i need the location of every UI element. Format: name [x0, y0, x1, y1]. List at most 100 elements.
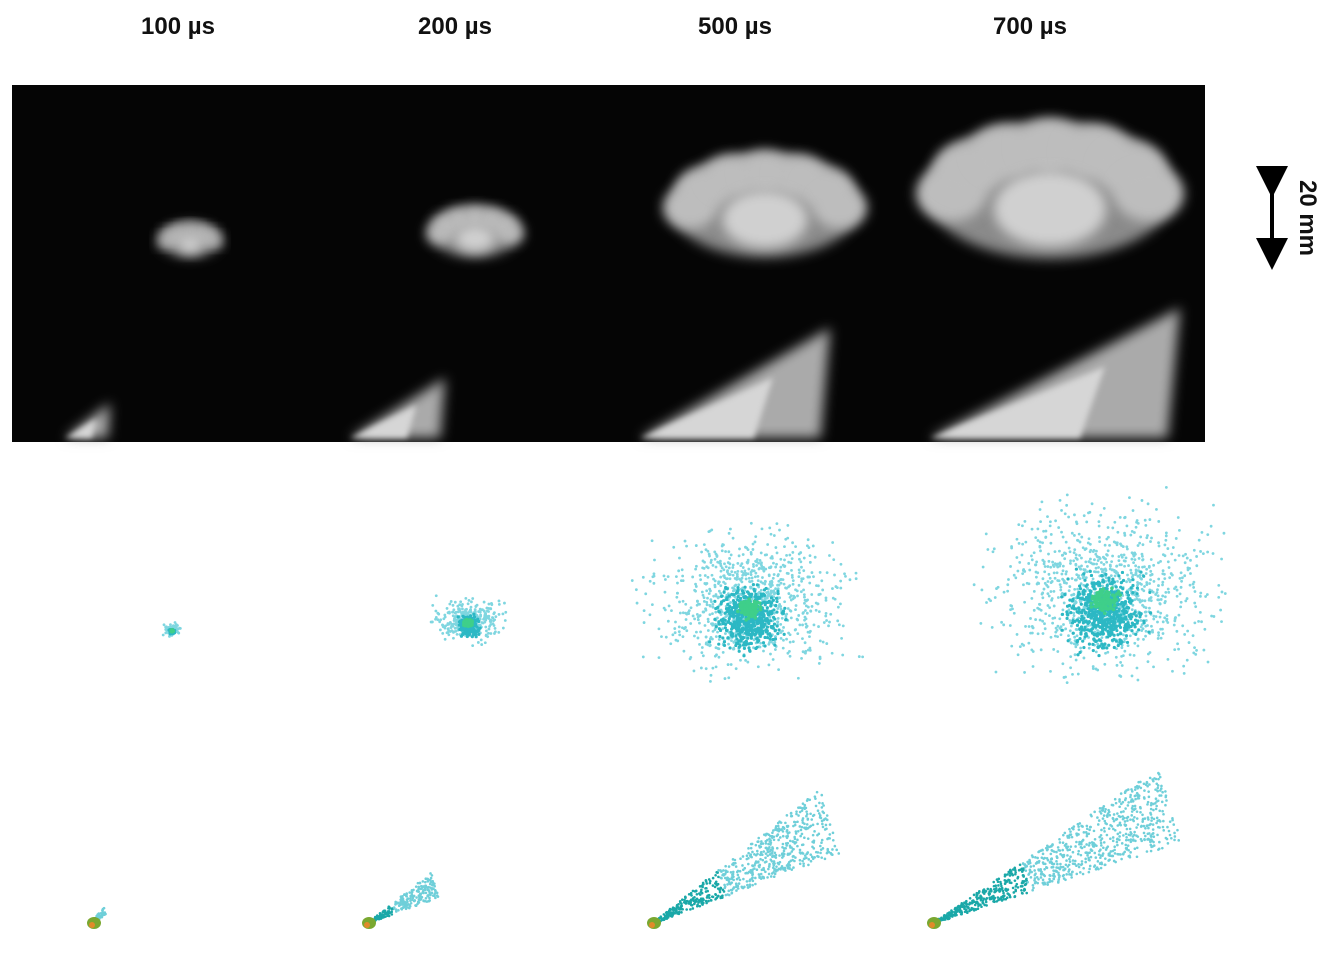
particle	[697, 618, 700, 621]
particle	[1071, 532, 1074, 535]
particle	[800, 580, 803, 583]
particle	[1047, 604, 1050, 607]
particle	[722, 591, 725, 594]
particle	[715, 635, 718, 638]
particle	[705, 609, 708, 612]
particle	[491, 616, 494, 619]
particle	[736, 598, 739, 601]
particle	[405, 895, 408, 898]
particle	[986, 548, 989, 551]
particle	[819, 639, 822, 642]
particle	[405, 893, 408, 896]
particle	[1024, 541, 1027, 544]
particle	[1122, 605, 1125, 608]
particle	[783, 545, 786, 548]
particle	[1137, 566, 1140, 569]
particle	[1139, 536, 1142, 539]
particle	[1073, 534, 1076, 537]
particle	[849, 578, 852, 581]
particle	[763, 588, 766, 591]
particle	[1107, 579, 1110, 582]
particle	[762, 876, 765, 879]
particle	[1098, 540, 1101, 543]
particle	[442, 624, 445, 627]
particle	[786, 524, 789, 527]
particle	[664, 591, 667, 594]
particle	[1028, 625, 1031, 628]
particle	[1049, 524, 1052, 527]
particle	[788, 584, 791, 587]
particle	[1076, 596, 1079, 599]
particle	[668, 604, 671, 607]
particle	[1074, 563, 1077, 566]
particle	[1074, 579, 1077, 582]
particle	[784, 822, 787, 825]
particle	[400, 898, 403, 901]
particle	[672, 546, 675, 549]
particle	[1142, 638, 1145, 641]
particle	[1119, 516, 1122, 519]
plume-core	[455, 225, 496, 252]
particle	[1157, 637, 1160, 640]
particle	[1195, 564, 1198, 567]
particle	[689, 622, 692, 625]
particle	[1083, 579, 1086, 582]
particle	[1135, 526, 1138, 529]
particle	[727, 620, 730, 623]
particle	[714, 898, 717, 901]
particle	[705, 636, 708, 639]
particle	[470, 606, 473, 609]
particle	[768, 641, 771, 644]
particle	[1058, 550, 1061, 553]
particle	[774, 587, 777, 590]
particle	[1099, 589, 1103, 593]
particle	[772, 658, 775, 661]
particle	[818, 662, 821, 665]
particle	[1173, 648, 1176, 651]
particle	[1125, 634, 1128, 637]
particle	[1100, 568, 1103, 571]
particle	[1095, 567, 1098, 570]
particle	[777, 592, 780, 595]
particle	[1096, 556, 1099, 559]
particle	[503, 602, 506, 605]
particle	[1092, 578, 1095, 581]
particle	[435, 594, 438, 597]
particle	[732, 623, 735, 626]
particle	[751, 873, 754, 876]
particle	[764, 580, 767, 583]
particle	[1177, 648, 1180, 651]
particle	[436, 618, 439, 621]
particle	[489, 607, 492, 610]
particle	[800, 590, 803, 593]
particle	[446, 607, 449, 610]
particle	[702, 899, 705, 902]
particle	[708, 878, 711, 881]
particle	[764, 628, 767, 631]
particle	[1043, 588, 1046, 591]
particle	[1113, 634, 1116, 637]
particle	[471, 597, 474, 600]
particle	[683, 650, 686, 653]
particle	[775, 870, 778, 873]
particle	[818, 610, 821, 613]
particle	[1192, 581, 1195, 584]
particle	[753, 633, 756, 636]
particle	[1015, 556, 1018, 559]
particle	[1167, 658, 1170, 661]
particle	[95, 915, 98, 918]
particle	[701, 566, 704, 569]
particle	[758, 845, 761, 848]
particle	[789, 655, 792, 658]
particle	[745, 628, 748, 631]
particle	[1112, 608, 1116, 612]
particle	[797, 614, 800, 617]
particle	[772, 866, 775, 869]
particle	[1149, 578, 1152, 581]
particle	[433, 892, 436, 895]
particle	[396, 902, 399, 905]
particle	[671, 633, 674, 636]
particle	[841, 654, 844, 657]
particle	[723, 884, 726, 887]
particle	[1110, 560, 1113, 563]
